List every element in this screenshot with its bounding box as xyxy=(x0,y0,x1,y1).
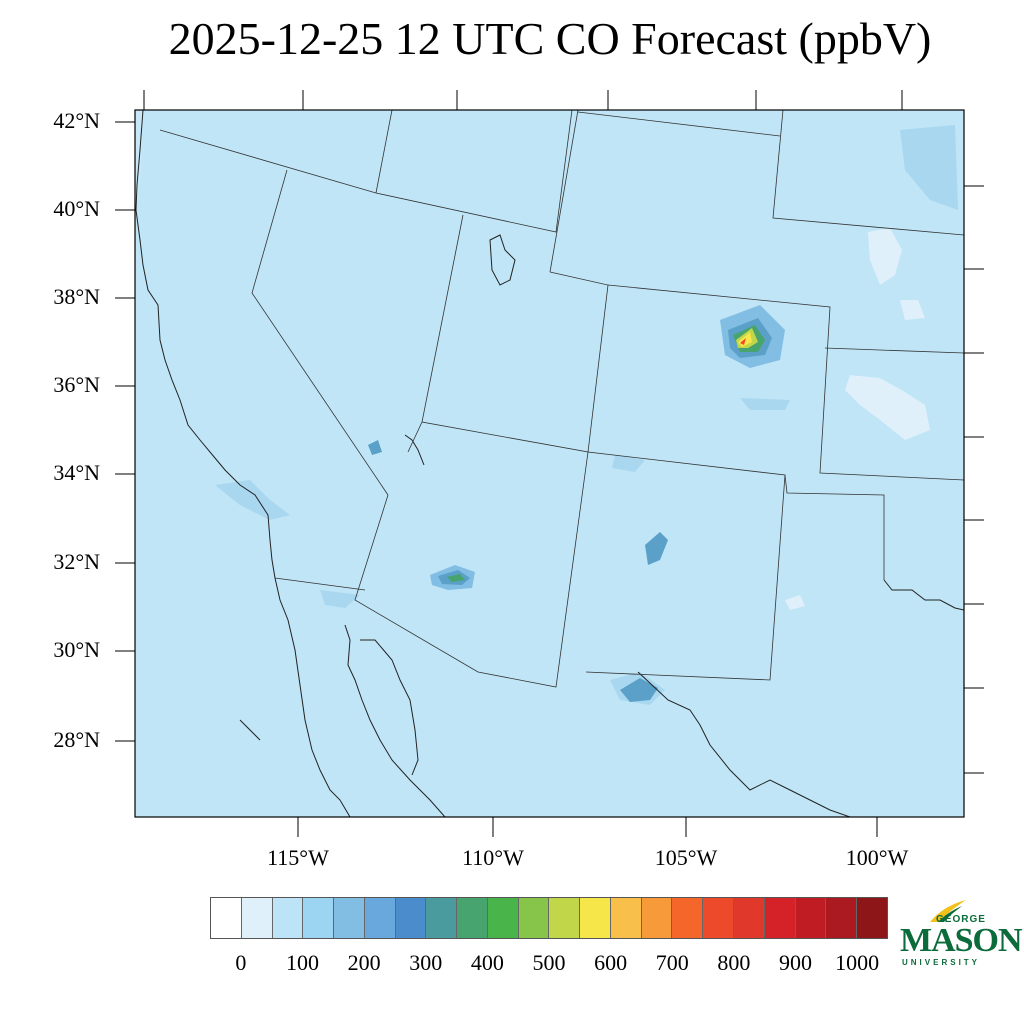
map-title: 2025-12-25 12 UTC CO Forecast (ppbV) xyxy=(168,13,932,64)
colorbar-tick-label: 200 xyxy=(347,950,381,975)
logo-flame-icon xyxy=(930,900,966,922)
lon-label: 105°W xyxy=(654,845,718,870)
co-field-background xyxy=(135,110,964,817)
elevated-co-patch xyxy=(740,398,790,410)
colorbar-tick-label: 700 xyxy=(655,950,689,975)
low-co-patch xyxy=(868,228,902,285)
colorbar-swatch xyxy=(826,898,858,938)
albuquerque-hotspot xyxy=(645,532,668,565)
lat-label: 42°N xyxy=(53,108,100,133)
lat-label: 28°N xyxy=(53,727,100,752)
lat-label: 40°N xyxy=(53,196,100,221)
colorbar-swatch xyxy=(303,898,335,938)
lon-label: 100°W xyxy=(845,845,909,870)
colorbar-swatch xyxy=(857,898,887,938)
colorbar xyxy=(210,897,888,939)
lon-label: 110°W xyxy=(462,845,524,870)
map-field xyxy=(135,110,964,817)
elevated-co-patch xyxy=(320,590,360,608)
colorbar-swatch xyxy=(610,898,642,938)
lat-label: 30°N xyxy=(53,637,100,662)
colorbar-swatch xyxy=(641,898,673,938)
colorbar-tick-label: 1000 xyxy=(835,950,880,975)
logo-line3: UNIVERSITY xyxy=(902,958,981,967)
colorbar-swatch xyxy=(272,898,304,938)
colorbar-swatch xyxy=(795,898,827,938)
colorbar-tick-label: 400 xyxy=(470,950,504,975)
low-co-patch xyxy=(785,595,805,610)
colorbar-swatch xyxy=(734,898,765,938)
denver-hotspot xyxy=(720,305,785,368)
colorbar-labels: 0 100 200 300 400 500 600 700 800 900 1000 xyxy=(210,950,888,980)
colorbar-tick-label: 800 xyxy=(717,950,751,975)
colorbar-swatch xyxy=(764,898,796,938)
elevated-co-patch xyxy=(900,125,958,210)
phoenix-hotspot xyxy=(430,565,475,590)
lon-label: 115°W xyxy=(267,845,329,870)
colorbar-swatch xyxy=(518,898,550,938)
colorbar-tick-label: 900 xyxy=(779,950,813,975)
colorbar-swatch xyxy=(549,898,581,938)
colorbar-tick-label: 100 xyxy=(285,950,319,975)
las-vegas-hotspot xyxy=(368,440,382,455)
lat-label: 32°N xyxy=(53,549,100,574)
colorbar-tick-label: 300 xyxy=(409,950,443,975)
low-co-patch xyxy=(845,375,930,440)
colorbar-swatch xyxy=(426,898,458,938)
state-borders xyxy=(159,110,964,688)
george-mason-logo: GEORGE MASON UNIVERSITY xyxy=(898,896,1023,976)
axis-ticks xyxy=(115,90,984,837)
elevated-co-patch xyxy=(612,455,645,472)
colorbar-swatch xyxy=(457,898,488,938)
lat-label: 34°N xyxy=(53,460,100,485)
colorbar-swatch xyxy=(703,898,735,938)
lat-label: 36°N xyxy=(53,372,100,397)
colorbar-swatch xyxy=(672,898,704,938)
low-co-patch xyxy=(900,300,925,320)
colorbar-swatch xyxy=(364,898,396,938)
lat-label: 38°N xyxy=(53,284,100,309)
colorbar-tick-label: 500 xyxy=(532,950,566,975)
colorbar-swatch xyxy=(334,898,365,938)
colorbar-swatch xyxy=(241,898,273,938)
colorbar-swatch xyxy=(211,898,242,938)
coastlines xyxy=(135,110,964,817)
logo-line2: MASON xyxy=(900,922,1023,959)
colorbar-swatch xyxy=(580,898,611,938)
colorbar-tick-label: 600 xyxy=(594,950,628,975)
map-frame xyxy=(134,109,965,818)
colorbar-swatch xyxy=(487,898,519,938)
logo-line1: GEORGE xyxy=(936,914,986,925)
el-paso-hotspot xyxy=(620,678,658,702)
elevated-co-patch xyxy=(215,480,290,520)
colorbar-swatch xyxy=(395,898,427,938)
colorbar-tick-label: 0 xyxy=(235,950,247,975)
